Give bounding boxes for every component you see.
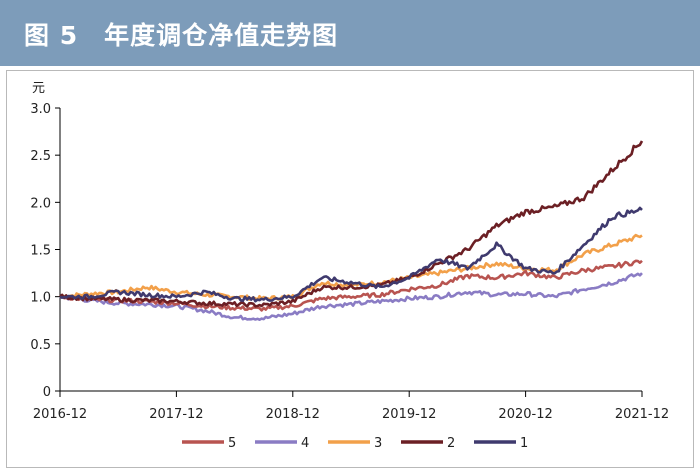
y-tick-label: 0.5 xyxy=(30,338,51,353)
chart-box xyxy=(6,70,694,468)
series-line-2 xyxy=(59,140,644,308)
y-tick-label: 0 xyxy=(43,385,51,400)
title-bar: 图 5 年度调仓净值走势图 xyxy=(0,0,700,66)
x-tick-label: 2019-12 xyxy=(382,407,436,422)
x-tick-label: 2017-12 xyxy=(149,407,203,422)
series-line-1 xyxy=(59,206,643,303)
legend-label-3: 3 xyxy=(374,436,382,451)
figure-title: 图 5 年度调仓净值走势图 xyxy=(24,21,339,50)
x-tick-label: 2021-12 xyxy=(615,407,669,422)
legend-label-1: 1 xyxy=(520,436,528,451)
legend-label-5: 5 xyxy=(228,436,236,451)
x-tick-label: 2016-12 xyxy=(33,407,87,422)
y-tick-label: 1.0 xyxy=(30,291,51,306)
x-tick-label: 2020-12 xyxy=(498,407,552,422)
y-tick-label: 2.0 xyxy=(30,196,51,211)
y-tick-label: 3.0 xyxy=(30,102,51,117)
series-line-4 xyxy=(59,272,643,321)
y-tick-label: 2.5 xyxy=(30,149,51,164)
x-tick-label: 2018-12 xyxy=(266,407,320,422)
y-tick-label: 1.5 xyxy=(30,244,51,259)
series-line-5 xyxy=(59,259,643,312)
y-axis-unit-label: 元 xyxy=(32,81,45,96)
legend-label-2: 2 xyxy=(447,436,455,451)
legend-label-4: 4 xyxy=(301,436,309,451)
series-line-3 xyxy=(59,233,643,302)
